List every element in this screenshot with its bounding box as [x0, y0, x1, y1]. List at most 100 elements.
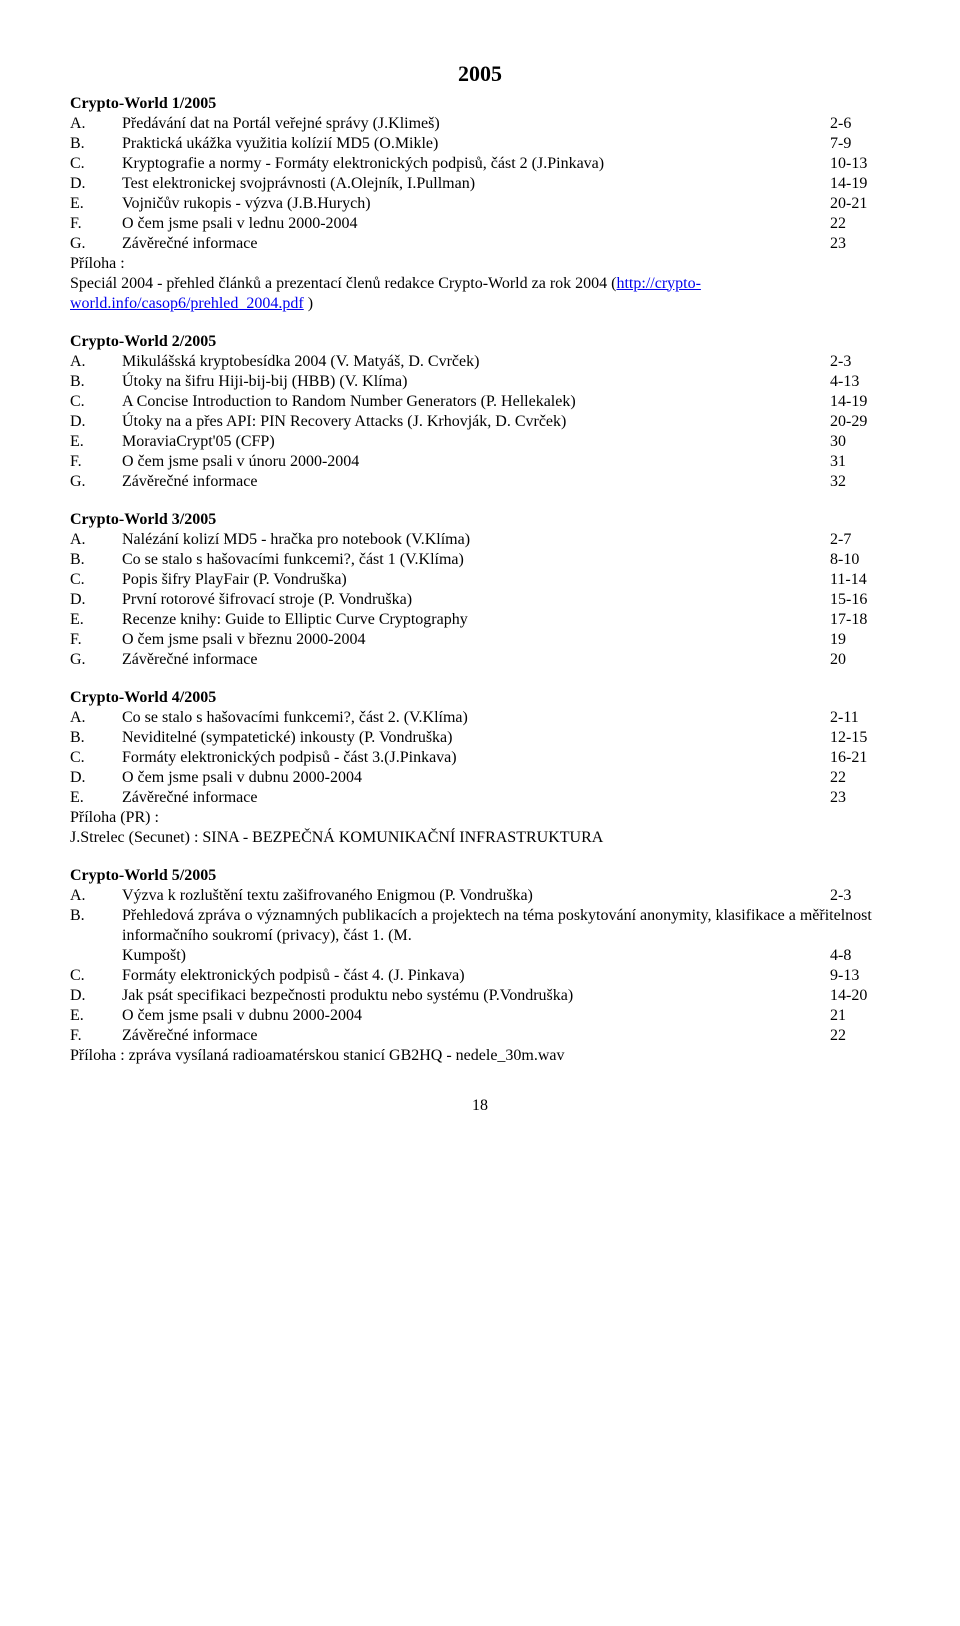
entry-letter: B. — [70, 134, 122, 154]
toc-entry: D.O čem jsme psali v dubnu 2000-200422 — [70, 768, 890, 788]
entry-text: Jak psát specifikaci bezpečnosti produkt… — [122, 986, 830, 1006]
entry-text: Popis šifry PlayFair (P. Vondruška) — [122, 570, 830, 590]
entry-letter: B. — [70, 906, 122, 926]
entry-text: Přehledová zpráva o významných publikací… — [122, 906, 890, 946]
entry-text: Nalézání kolizí MD5 - hračka pro noteboo… — [122, 530, 830, 550]
issue-title: Crypto-World 5/2005 — [70, 866, 890, 886]
entry-pages: 4-8 — [830, 946, 890, 966]
toc-entry: C.Formáty elektronických podpisů - část … — [70, 966, 890, 986]
entry-letter: B. — [70, 728, 122, 748]
entry-letter: D. — [70, 768, 122, 788]
entry-pages: 20-29 — [830, 412, 890, 432]
entry-text: A Concise Introduction to Random Number … — [122, 392, 830, 412]
entry-pages: 19 — [830, 630, 890, 650]
entry-text: Útoky na šifru Hiji-bij-bij (HBB) (V. Kl… — [122, 372, 830, 392]
toc-entry: B.Přehledová zpráva o významných publika… — [70, 906, 890, 966]
entry-pages: 2-7 — [830, 530, 890, 550]
toc-entry: E.MoraviaCrypt'05 (CFP)30 — [70, 432, 890, 452]
entry-letter: D. — [70, 174, 122, 194]
entry-pages: 2-11 — [830, 708, 890, 728]
toc-entry: C.Formáty elektronických podpisů - část … — [70, 748, 890, 768]
toc-entry: F.Závěrečné informace22 — [70, 1026, 890, 1046]
toc-entry: D.První rotorové šifrovací stroje (P. Vo… — [70, 590, 890, 610]
entry-text: Závěrečné informace — [122, 788, 830, 808]
entry-pages: 20-21 — [830, 194, 890, 214]
issue-block: Crypto-World 3/2005A.Nalézání kolizí MD5… — [70, 510, 890, 670]
toc-entry: B.Útoky na šifru Hiji-bij-bij (HBB) (V. … — [70, 372, 890, 392]
entry-pages: 15-16 — [830, 590, 890, 610]
entry-text: Recenze knihy: Guide to Elliptic Curve C… — [122, 610, 830, 630]
entry-letter: A. — [70, 708, 122, 728]
entry-letter: C. — [70, 154, 122, 174]
entry-pages: 2-6 — [830, 114, 890, 134]
entry-text: O čem jsme psali v březnu 2000-2004 — [122, 630, 830, 650]
entry-text: Formáty elektronických podpisů - část 3.… — [122, 748, 830, 768]
appendix-label: Příloha : — [70, 254, 890, 274]
entry-text: Test elektronickej svojprávnosti (A.Olej… — [122, 174, 830, 194]
entry-letter: F. — [70, 214, 122, 234]
entry-pages: 9-13 — [830, 966, 890, 986]
toc-entry: G.Závěrečné informace20 — [70, 650, 890, 670]
entry-text-cont: Kumpošt) — [122, 946, 830, 966]
entry-letter: D. — [70, 590, 122, 610]
entry-pages: 22 — [830, 768, 890, 788]
entry-pages: 21 — [830, 1006, 890, 1026]
appendix-text: J.Strelec (Secunet) : SINA - BEZPEČNÁ KO… — [70, 828, 890, 848]
entry-pages: 23 — [830, 234, 890, 254]
issue-title: Crypto-World 1/2005 — [70, 94, 890, 114]
entry-pages: 31 — [830, 452, 890, 472]
entry-text: Formáty elektronických podpisů - část 4.… — [122, 966, 830, 986]
toc-entry: B.Neviditelné (sympatetické) inkousty (P… — [70, 728, 890, 748]
entry-pages: 2-3 — [830, 886, 890, 906]
entry-letter: G. — [70, 650, 122, 670]
toc-entry: C.Popis šifry PlayFair (P. Vondruška)11-… — [70, 570, 890, 590]
issue-block: Crypto-World 1/2005A.Předávání dat na Po… — [70, 94, 890, 314]
toc-entry: F.O čem jsme psali v únoru 2000-200431 — [70, 452, 890, 472]
entry-text: Neviditelné (sympatetické) inkousty (P. … — [122, 728, 830, 748]
entry-text: Kryptografie a normy - Formáty elektroni… — [122, 154, 830, 174]
entry-pages: 30 — [830, 432, 890, 452]
entry-text: První rotorové šifrovací stroje (P. Vond… — [122, 590, 830, 610]
page-number: 18 — [70, 1096, 890, 1116]
entry-letter: E. — [70, 1006, 122, 1026]
entry-text: Závěrečné informace — [122, 234, 830, 254]
entry-text: Vojničův rukopis - výzva (J.B.Hurych) — [122, 194, 830, 214]
appendix-text: Speciál 2004 - přehled článků a prezenta… — [70, 274, 890, 314]
entry-pages: 32 — [830, 472, 890, 492]
entry-pages: 12-15 — [830, 728, 890, 748]
entry-pages: 20 — [830, 650, 890, 670]
entry-pages: 2-3 — [830, 352, 890, 372]
toc-entry: D.Jak psát specifikaci bezpečnosti produ… — [70, 986, 890, 1006]
entry-letter: C. — [70, 966, 122, 986]
entry-pages: 14-19 — [830, 392, 890, 412]
entry-text: Praktická ukážka využitia kolízií MD5 (O… — [122, 134, 830, 154]
toc-entry: A.Mikulášská kryptobesídka 2004 (V. Maty… — [70, 352, 890, 372]
entry-text: Mikulášská kryptobesídka 2004 (V. Matyáš… — [122, 352, 830, 372]
toc-entry: C.Kryptografie a normy - Formáty elektro… — [70, 154, 890, 174]
toc-entry: E.O čem jsme psali v dubnu 2000-200421 — [70, 1006, 890, 1026]
entry-text: Co se stalo s hašovacími funkcemi?, část… — [122, 708, 830, 728]
entry-text: O čem jsme psali v únoru 2000-2004 — [122, 452, 830, 472]
entry-letter: C. — [70, 748, 122, 768]
entry-letter: G. — [70, 472, 122, 492]
year-heading: 2005 — [70, 60, 890, 88]
entry-text: Předávání dat na Portál veřejné správy (… — [122, 114, 830, 134]
entry-letter: D. — [70, 412, 122, 432]
entry-pages: 7-9 — [830, 134, 890, 154]
entry-letter: F. — [70, 452, 122, 472]
entry-text: Závěrečné informace — [122, 650, 830, 670]
issue-title: Crypto-World 4/2005 — [70, 688, 890, 708]
toc-entry: B.Praktická ukážka využitia kolízií MD5 … — [70, 134, 890, 154]
toc-entry: A.Co se stalo s hašovacími funkcemi?, čá… — [70, 708, 890, 728]
toc-entry: G.Závěrečné informace32 — [70, 472, 890, 492]
entry-letter: A. — [70, 352, 122, 372]
toc-entry: A.Nalézání kolizí MD5 - hračka pro noteb… — [70, 530, 890, 550]
entry-letter: C. — [70, 570, 122, 590]
entry-text: Výzva k rozluštění textu zašifrovaného E… — [122, 886, 830, 906]
entry-letter: E. — [70, 788, 122, 808]
issue-title: Crypto-World 3/2005 — [70, 510, 890, 530]
entry-pages: 23 — [830, 788, 890, 808]
entry-pages: 22 — [830, 1026, 890, 1046]
entry-pages: 4-13 — [830, 372, 890, 392]
entry-letter: C. — [70, 392, 122, 412]
